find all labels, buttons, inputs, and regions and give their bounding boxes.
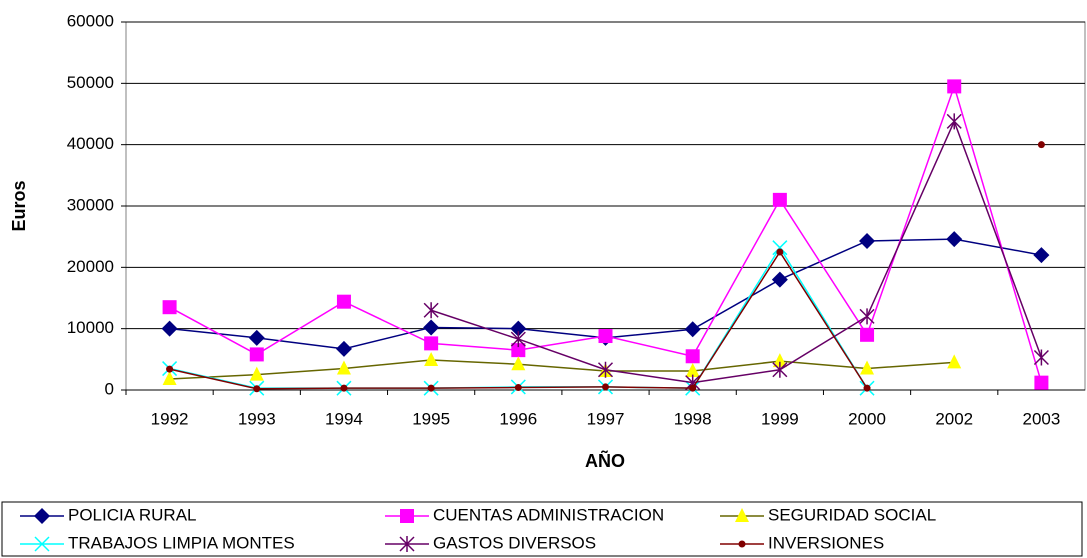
marker xyxy=(684,321,701,338)
marker xyxy=(1033,247,1050,264)
marker xyxy=(336,360,351,375)
marker xyxy=(253,385,261,393)
marker xyxy=(947,354,962,369)
marker xyxy=(689,384,697,392)
marker xyxy=(863,384,871,392)
marker xyxy=(510,331,526,348)
marker xyxy=(340,384,348,392)
y-tick-label: 60000 xyxy=(67,11,114,30)
marker xyxy=(946,231,963,248)
y-tick-label: 30000 xyxy=(67,195,114,214)
marker xyxy=(1034,375,1049,390)
marker xyxy=(400,509,414,523)
marker xyxy=(34,536,50,552)
marker xyxy=(249,347,264,362)
x-tick-label: 1993 xyxy=(238,409,276,428)
marker xyxy=(947,79,962,94)
x-tick-label: 2003 xyxy=(1022,409,1060,428)
marker xyxy=(335,340,352,357)
marker xyxy=(166,365,174,373)
marker xyxy=(423,319,440,336)
series-line xyxy=(430,119,1043,384)
marker xyxy=(510,320,527,337)
legend-label: TRABAJOS LIMPIA MONTES xyxy=(68,533,295,552)
marker xyxy=(859,308,875,325)
x-tick-label: 1998 xyxy=(674,409,712,428)
legend-label: GASTOS DIVERSOS xyxy=(433,533,596,552)
y-tick-label: 50000 xyxy=(67,73,114,92)
x-tick-label: 2000 xyxy=(848,409,886,428)
marker xyxy=(424,336,439,351)
marker xyxy=(602,383,609,391)
marker xyxy=(34,508,50,524)
marker xyxy=(336,294,351,309)
x-tick-label: 1995 xyxy=(412,409,450,428)
legend xyxy=(1,501,1083,557)
marker xyxy=(772,353,787,368)
marker xyxy=(772,361,788,378)
marker xyxy=(685,362,700,377)
marker xyxy=(860,327,875,342)
x-tick-label: 1994 xyxy=(325,409,363,428)
marker xyxy=(776,248,784,256)
y-tick-label: 40000 xyxy=(67,134,114,153)
marker xyxy=(946,113,962,130)
marker xyxy=(423,302,439,319)
marker xyxy=(772,192,787,207)
y-tick-label: 10000 xyxy=(67,318,114,337)
marker xyxy=(162,370,177,385)
y-tick-label: 0 xyxy=(105,379,114,398)
legend-label: CUENTAS ADMINISTRACION xyxy=(433,505,664,524)
x-tick-label: 2002 xyxy=(935,409,973,428)
marker xyxy=(772,240,788,256)
marker xyxy=(511,343,526,358)
x-axis-label: AÑO xyxy=(585,450,625,471)
x-tick-label: 1992 xyxy=(151,409,189,428)
marker xyxy=(399,536,415,552)
marker xyxy=(685,349,700,364)
y-tick-label: 20000 xyxy=(67,257,114,276)
y-axis-label: Euros xyxy=(9,180,29,231)
marker xyxy=(249,366,264,381)
marker xyxy=(738,540,746,548)
marker xyxy=(161,320,178,337)
marker xyxy=(424,351,439,366)
legend-label: POLICIA RURAL xyxy=(68,505,197,524)
x-tick-label: 1999 xyxy=(761,409,799,428)
marker xyxy=(860,360,875,375)
marker xyxy=(427,384,435,392)
legend-label: INVERSIONES xyxy=(768,533,884,552)
marker xyxy=(248,329,265,346)
marker xyxy=(162,300,177,315)
marker xyxy=(597,361,614,378)
marker xyxy=(771,271,788,288)
marker xyxy=(735,508,749,522)
legend-label: SEGURIDAD SOCIAL xyxy=(768,505,936,524)
marker xyxy=(511,356,526,371)
marker xyxy=(1033,349,1049,366)
x-tick-label: 1997 xyxy=(587,409,625,428)
marker xyxy=(859,232,876,249)
series-line xyxy=(169,359,955,380)
marker xyxy=(1037,141,1045,149)
marker xyxy=(514,384,522,392)
x-tick-label: 1996 xyxy=(499,409,537,428)
marker xyxy=(598,329,613,344)
